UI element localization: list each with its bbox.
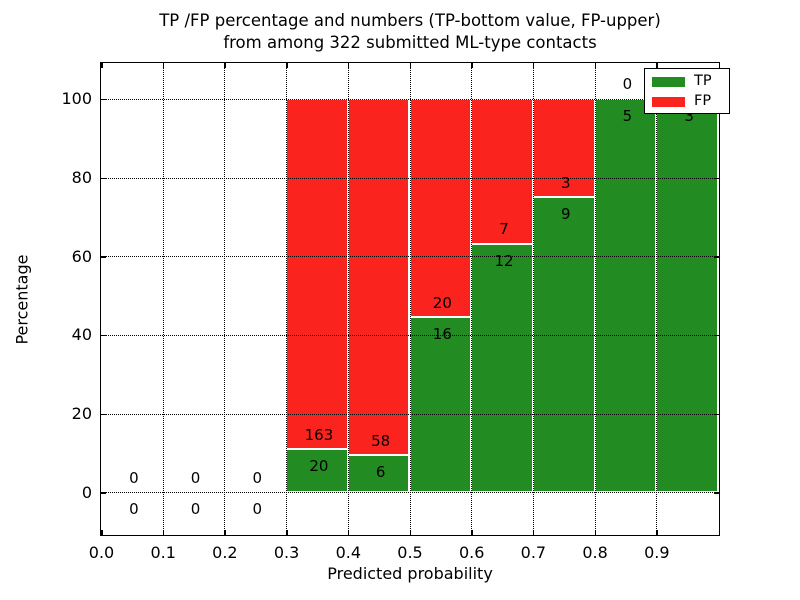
legend-label-tp: TP xyxy=(694,73,712,89)
v-gridline xyxy=(594,63,596,535)
chart-title-line2: from among 322 submitted ML-type contact… xyxy=(223,33,597,52)
x-tick-top xyxy=(656,63,658,68)
fp-count-label: 163 xyxy=(304,425,334,444)
x-tick-label: 0.6 xyxy=(458,543,485,562)
x-tick xyxy=(471,530,473,535)
tp-count-label: 16 xyxy=(432,325,452,344)
y-tick xyxy=(101,413,106,416)
tp-count-label: 0 xyxy=(190,500,201,519)
v-gridline xyxy=(471,63,473,535)
x-tick-label: 0.9 xyxy=(644,543,670,562)
bar-segment-fp xyxy=(409,98,472,318)
x-tick-label: 0.5 xyxy=(397,543,423,562)
y-tick-label: 0 xyxy=(81,482,92,502)
v-gridline xyxy=(532,63,534,535)
x-tick-top xyxy=(532,63,535,68)
bar-segment-fp xyxy=(347,98,410,456)
legend-swatch-tp xyxy=(652,76,685,87)
x-tick-label: 0.7 xyxy=(520,543,547,562)
x-tick xyxy=(101,530,103,535)
v-gridline xyxy=(286,63,288,535)
x-tick xyxy=(409,530,411,535)
y-tick xyxy=(101,256,106,258)
y-tick-right xyxy=(714,177,719,179)
bar-segment-tp xyxy=(656,98,718,493)
tp-count-label: 0 xyxy=(129,500,139,519)
tp-count-label: 20 xyxy=(309,457,329,476)
tp-count-label: 6 xyxy=(375,463,386,482)
fp-count-label: 0 xyxy=(252,468,263,487)
tp-count-label: 3 xyxy=(684,106,694,125)
bar-segment-tp xyxy=(471,243,533,493)
y-tick xyxy=(101,334,106,337)
tp-count-label: 9 xyxy=(560,205,571,224)
tp-count-label: 0 xyxy=(252,500,263,519)
tp-count-label: 12 xyxy=(494,251,514,270)
x-tick xyxy=(347,530,350,535)
fp-count-label: 0 xyxy=(622,75,633,94)
fp-count-label: 0 xyxy=(129,468,139,487)
x-tick-top xyxy=(101,63,103,68)
bar-segment-tp xyxy=(286,449,348,493)
fp-count-label: 58 xyxy=(371,431,391,450)
bar-segment-tp xyxy=(594,98,657,493)
y-tick-right xyxy=(714,413,719,416)
y-tick-label: 100 xyxy=(61,89,92,109)
x-tick xyxy=(224,530,226,535)
y-tick-right xyxy=(714,334,719,337)
fp-count-label: 7 xyxy=(499,220,509,239)
y-tick-label: 20 xyxy=(71,404,92,424)
bar-segment-fp xyxy=(532,98,595,198)
v-gridline xyxy=(409,63,411,535)
chart-title-line1: TP /FP percentage and numbers (TP-bottom… xyxy=(159,11,661,30)
x-tick-label: 0.1 xyxy=(150,543,176,562)
x-tick-top xyxy=(409,63,411,68)
y-tick-label: 80 xyxy=(71,168,92,187)
v-gridline xyxy=(224,63,226,535)
v-gridline xyxy=(162,63,164,535)
x-tick-top xyxy=(224,63,226,68)
x-tick-top xyxy=(286,63,288,68)
x-tick xyxy=(532,530,535,535)
bar-segment-tp xyxy=(409,317,472,493)
v-gridline xyxy=(656,63,658,535)
legend-swatch-fp xyxy=(652,96,685,107)
legend: TP FP xyxy=(644,68,730,114)
legend-item: TP xyxy=(652,74,722,89)
y-tick xyxy=(101,177,106,179)
x-tick-label: 0.3 xyxy=(273,543,300,562)
y-tick-right xyxy=(714,256,719,258)
bar-segment-fp xyxy=(286,98,348,450)
x-tick-top xyxy=(594,63,597,68)
y-tick-right xyxy=(714,492,719,494)
x-tick-label: 0.8 xyxy=(582,543,608,562)
fp-count-label: 0 xyxy=(190,468,201,487)
x-axis-label: Predicted probability xyxy=(327,564,493,583)
legend-item: FP xyxy=(652,94,722,109)
x-tick-label: 0.4 xyxy=(335,543,362,562)
x-tick xyxy=(656,530,658,535)
bar-segment-tp xyxy=(532,197,595,493)
y-tick-label: 60 xyxy=(71,246,92,266)
y-tick-label: 40 xyxy=(71,325,92,345)
x-tick-top xyxy=(162,63,165,68)
x-tick-top xyxy=(347,63,350,68)
chart-title: TP /FP percentage and numbers (TP-bottom… xyxy=(100,10,720,54)
y-tick xyxy=(101,98,106,101)
fp-count-label: 20 xyxy=(432,293,452,312)
x-tick-label: 0.2 xyxy=(212,543,238,562)
y-axis-label: Percentage xyxy=(12,254,32,345)
x-tick xyxy=(594,530,597,535)
x-tick-top xyxy=(471,63,473,68)
x-tick-label: 0.0 xyxy=(88,543,115,562)
x-tick xyxy=(286,530,288,535)
legend-label-fp: FP xyxy=(694,93,712,109)
v-gridline xyxy=(347,63,349,535)
fp-count-label: 3 xyxy=(560,173,571,192)
y-tick xyxy=(101,492,106,494)
x-tick xyxy=(162,530,165,535)
tp-count-label: 5 xyxy=(622,106,633,125)
